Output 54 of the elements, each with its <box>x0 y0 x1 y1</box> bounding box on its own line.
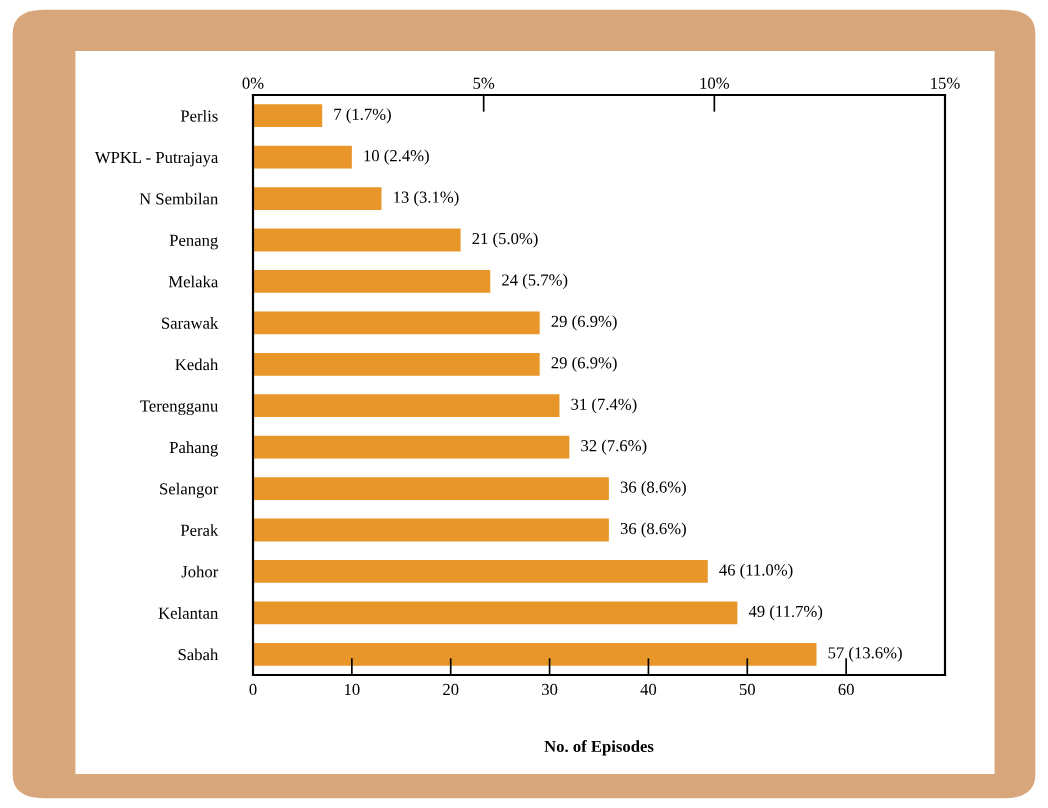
x2-tick-label: 10% <box>700 77 730 89</box>
x-tick-label: 20 <box>443 683 459 696</box>
bar <box>253 601 738 625</box>
bar <box>253 187 382 210</box>
data-label: 32 (7.6%) <box>581 439 647 455</box>
bar <box>253 518 609 542</box>
bar <box>253 352 540 376</box>
data-label: 29 (6.9%) <box>551 315 617 331</box>
bar <box>253 435 570 459</box>
y-tick-label: WPKL - Putrajaya <box>94 151 219 167</box>
bar <box>253 270 491 293</box>
y-tick-label: Perak <box>180 524 219 536</box>
data-label: 31 (7.4%) <box>571 398 637 414</box>
y-tick-label: Sarawak <box>162 317 219 329</box>
data-label: 7 (1.7%) <box>334 108 391 124</box>
data-label: 36 (8.6%) <box>620 481 686 497</box>
bar <box>253 311 540 335</box>
y-tick-label: N Sembilan <box>139 192 219 205</box>
y-tick-label: Sabah <box>178 648 219 661</box>
bar <box>253 642 817 666</box>
y-tick-label: Kelantan <box>158 607 219 619</box>
bar <box>253 394 560 418</box>
x-tick-label: 40 <box>640 683 657 696</box>
x-tick-label: 10 <box>344 683 360 696</box>
x2-tick-label: 15% <box>931 77 960 89</box>
y-tick-label: Pahang <box>169 441 218 457</box>
bar <box>253 104 323 128</box>
x-tick-label: 50 <box>739 683 755 696</box>
data-label: 57 (13.6%) <box>828 646 902 662</box>
x-tick-label: 30 <box>542 683 558 696</box>
x2-tick-label: 0% <box>242 77 264 89</box>
bar <box>253 560 708 583</box>
data-label: 21 (5.0%) <box>472 232 538 248</box>
y-tick-label: Johor <box>181 565 219 578</box>
data-label: 10 (2.4%) <box>364 149 429 165</box>
data-label: 49 (11.7%) <box>748 605 823 621</box>
bar <box>253 477 609 500</box>
data-label: 46 (11.0%) <box>719 563 793 579</box>
y-tick-label: Penang <box>169 234 218 250</box>
y-tick-label: Terengganu <box>140 400 218 416</box>
y-tick-label: Selangor <box>160 482 219 498</box>
bar <box>253 145 352 169</box>
data-label: 36 (8.6%) <box>620 522 686 538</box>
x-tick-label: 60 <box>838 683 854 696</box>
bar <box>253 228 461 252</box>
data-label: 24 (5.7%) <box>502 273 568 289</box>
data-label: 29 (6.9%) <box>551 356 617 372</box>
data-label: 13 (3.1%) <box>394 191 459 207</box>
y-tick-label: Perlis <box>180 109 218 122</box>
x-axis-title: No. of Episodes <box>544 740 654 756</box>
x-tick-label: 0 <box>249 683 257 696</box>
y-tick-label: Melaka <box>168 275 219 288</box>
x2-tick-label: 5% <box>473 77 495 89</box>
y-tick-label: Kedah <box>175 358 219 371</box>
